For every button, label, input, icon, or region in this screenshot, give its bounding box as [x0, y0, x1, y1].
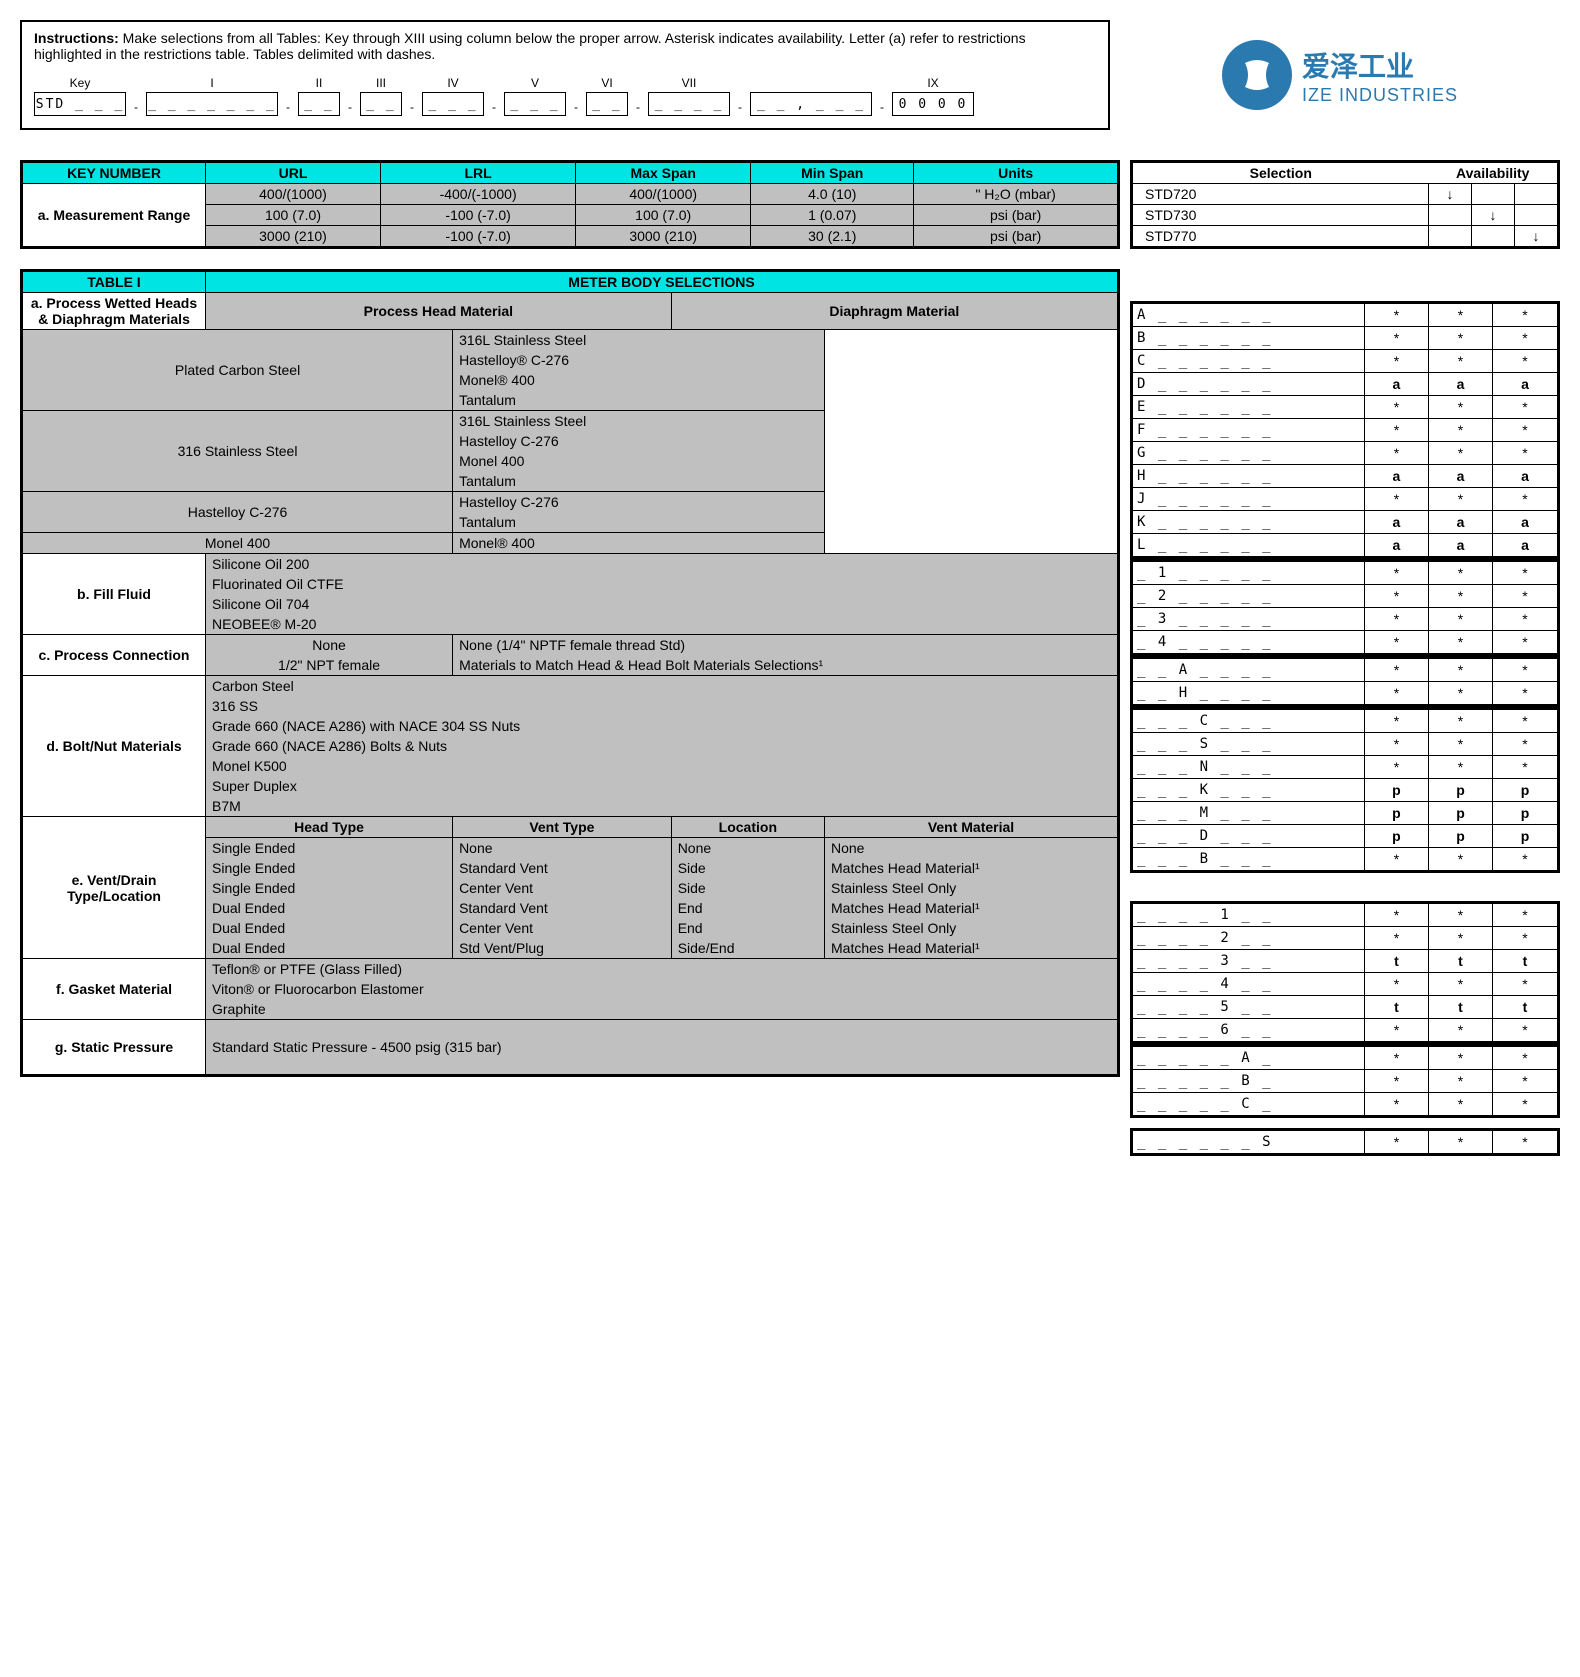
selector-box-1: _ _ _ _ _ _ _: [146, 92, 278, 116]
key-number-title: KEY NUMBER: [22, 162, 206, 184]
selector-box-0: STD _ _ _: [34, 92, 126, 116]
key-number-table: KEY NUMBER URL LRL Max Span Min Span Uni…: [20, 160, 1120, 249]
selector-box-9: 0 0 0 0: [892, 92, 974, 116]
selector-box-8: _ _ , _ _ _: [750, 92, 872, 116]
logo-icon: [1222, 40, 1292, 110]
selector-row: KeySTD _ _ _-I_ _ _ _ _ _ _-II_ _-III_ _…: [34, 76, 1096, 116]
selector-box-6: _ _: [586, 92, 628, 116]
instructions-text: Make selections from all Tables: Key thr…: [34, 30, 1026, 62]
instructions-label: Instructions:: [34, 30, 119, 46]
selector-box-4: _ _ _: [422, 92, 484, 116]
selector-box-7: _ _ _ _: [648, 92, 730, 116]
selection-availability-table: Selection Availability STD720↓STD730↓STD…: [1130, 160, 1560, 249]
logo-en: IZE INDUSTRIES: [1302, 85, 1458, 106]
table-1: TABLE I METER BODY SELECTIONS a. Process…: [20, 269, 1120, 1077]
selector-box-2: _ _: [298, 92, 340, 116]
logo-cn: 爱泽工业: [1302, 45, 1458, 85]
logo: 爱泽工业 IZE INDUSTRIES: [1120, 20, 1560, 130]
selector-box-5: _ _ _: [504, 92, 566, 116]
instructions-box: Instructions: Make selections from all T…: [20, 20, 1110, 130]
selector-box-3: _ _: [360, 92, 402, 116]
